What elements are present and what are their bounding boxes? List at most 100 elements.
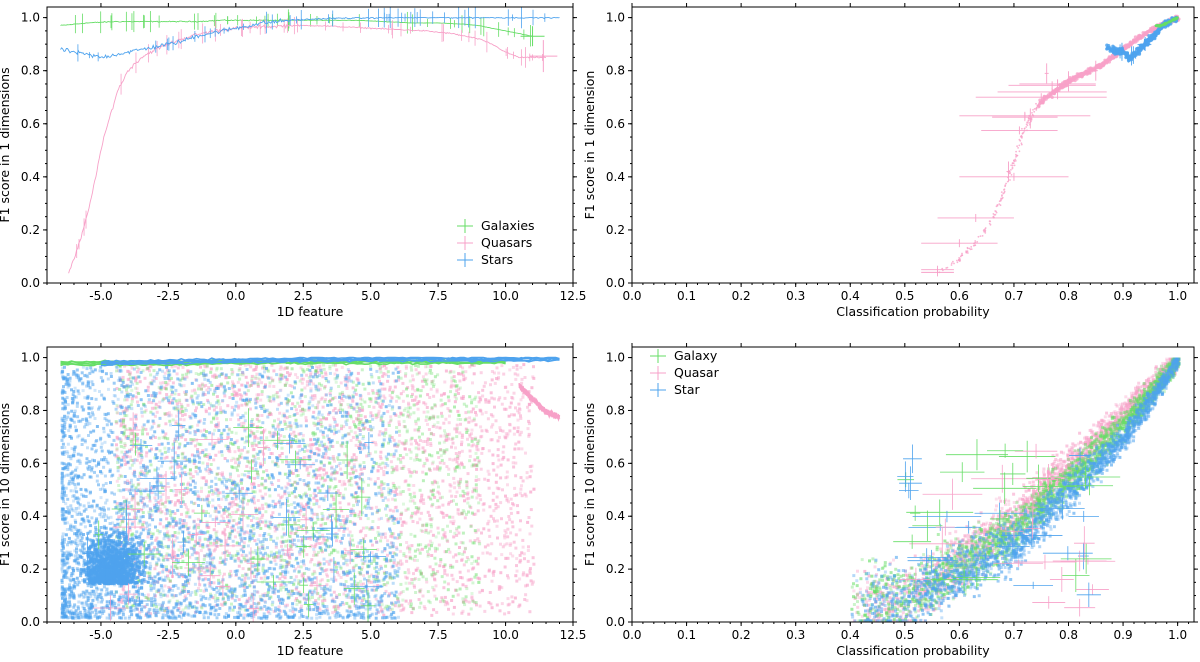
quasar-cell bbox=[424, 402, 428, 406]
quasar-cell bbox=[163, 584, 167, 588]
quasar-cell bbox=[400, 603, 404, 607]
quasar-error-bar-vertical bbox=[1028, 108, 1033, 129]
quasar-cell bbox=[490, 542, 494, 546]
quasar-cell bbox=[424, 418, 428, 422]
quasar-cell bbox=[444, 369, 448, 373]
quasar-cell bbox=[425, 580, 429, 584]
quasar-cell bbox=[367, 392, 371, 396]
quasar-cell bbox=[497, 375, 500, 379]
star-point bbox=[1153, 35, 1157, 39]
quasar-cell bbox=[497, 435, 501, 439]
quasar-cell bbox=[470, 567, 474, 571]
quasar-cell bbox=[525, 583, 529, 587]
quasar-cell bbox=[424, 372, 428, 376]
quasar-point bbox=[1015, 150, 1017, 153]
galaxy-cell bbox=[268, 430, 271, 434]
quasar-cell bbox=[395, 468, 399, 472]
galaxy-cell bbox=[260, 482, 264, 486]
galaxy-cell bbox=[436, 421, 440, 424]
quasar-cell bbox=[304, 419, 308, 423]
galaxy-cell bbox=[269, 550, 273, 554]
quasar-cell bbox=[433, 594, 437, 598]
quasar-cell bbox=[259, 576, 263, 580]
galaxy-cell bbox=[229, 515, 233, 519]
galaxy-point bbox=[1163, 23, 1166, 27]
quasar-cell bbox=[215, 395, 219, 399]
galaxy-cell bbox=[408, 492, 412, 496]
galaxy-cell bbox=[115, 447, 119, 451]
quasar-cell bbox=[468, 539, 472, 543]
galaxy-cell bbox=[230, 368, 234, 372]
quasar-cell bbox=[474, 411, 477, 414]
x-tick-label: 0.3 bbox=[786, 289, 805, 303]
quasar-cell bbox=[455, 580, 459, 584]
chart-top-right: 0.0 0.1 0.2 0.3 0.4 0.5 0.6 0.7 0.8 0.9 1.00.00.20… bbox=[582, 3, 1198, 319]
galaxy-cell bbox=[200, 486, 203, 490]
quasar-cell bbox=[359, 583, 363, 587]
galaxy-point bbox=[1171, 18, 1174, 22]
galaxy-cell bbox=[413, 534, 417, 538]
quasar-cell bbox=[436, 465, 439, 469]
quasar-point bbox=[1033, 110, 1036, 113]
quasar-cell bbox=[491, 462, 495, 466]
quasar-cell bbox=[530, 582, 534, 586]
quasar-cell bbox=[414, 422, 418, 426]
quasar-cell bbox=[386, 498, 390, 502]
quasar-point bbox=[1018, 138, 1021, 141]
quasar-point bbox=[965, 251, 968, 254]
quasar-cell bbox=[508, 368, 512, 372]
quasar-cell bbox=[338, 400, 342, 404]
quasar-cell bbox=[273, 502, 277, 506]
galaxy-cell bbox=[312, 433, 316, 437]
quasar-cell bbox=[333, 372, 337, 376]
quasar-point bbox=[979, 235, 982, 238]
galaxy-cell bbox=[143, 410, 147, 414]
quasar-cell bbox=[436, 526, 440, 530]
chart-top-left: -5.0 -2.5 0.0 2.5 5.0 7.5 10.0 12.50.00.20.40.6… bbox=[0, 3, 586, 319]
quasar-cell bbox=[455, 423, 459, 427]
quasar-cell bbox=[166, 496, 170, 499]
quasar-point bbox=[1011, 162, 1014, 165]
galaxy-cell bbox=[173, 564, 177, 568]
quasar-cell bbox=[509, 507, 513, 511]
quasar-cell bbox=[514, 461, 518, 465]
quasar-cell bbox=[527, 545, 530, 549]
quasar-point bbox=[1083, 70, 1087, 74]
quasar-point bbox=[1038, 98, 1042, 102]
quasar-cell bbox=[532, 562, 536, 566]
quasar-cell bbox=[453, 400, 457, 404]
quasar-cell bbox=[493, 381, 497, 385]
galaxy-cell bbox=[452, 370, 456, 374]
galaxy-cell bbox=[194, 372, 198, 375]
quasar-cell bbox=[456, 409, 460, 413]
quasar-cell bbox=[258, 462, 262, 466]
quasar-cell bbox=[506, 458, 510, 462]
y-tick-label: 0.0 bbox=[606, 276, 625, 290]
quasar-cell bbox=[351, 399, 355, 403]
star-point bbox=[1135, 47, 1140, 51]
quasar-cell bbox=[470, 410, 474, 414]
quasar-cell bbox=[494, 557, 498, 561]
quasar-cell bbox=[512, 540, 516, 544]
galaxy-cell bbox=[270, 603, 274, 607]
galaxy-cell bbox=[397, 415, 401, 419]
quasar-cell bbox=[233, 535, 237, 539]
galaxy-cell bbox=[293, 405, 297, 408]
galaxy-point bbox=[1168, 20, 1171, 24]
quasar-cell bbox=[451, 577, 455, 581]
galaxy-cell bbox=[260, 390, 264, 394]
quasar-cell bbox=[305, 373, 309, 377]
quasar-cell bbox=[443, 572, 447, 576]
galaxy-cell bbox=[247, 461, 251, 465]
quasar-cell bbox=[486, 469, 490, 473]
galaxy-cell bbox=[443, 431, 447, 435]
quasar-cell bbox=[398, 433, 402, 437]
galaxy-cell bbox=[323, 386, 326, 390]
quasar-cell bbox=[380, 466, 383, 470]
quasar-cell bbox=[500, 517, 503, 521]
quasar-error-bar bbox=[921, 265, 954, 274]
galaxy-cell bbox=[429, 523, 433, 527]
legend-swatch-quasars bbox=[457, 236, 473, 250]
quasar-cell bbox=[479, 425, 483, 429]
galaxy-cell bbox=[215, 366, 219, 370]
